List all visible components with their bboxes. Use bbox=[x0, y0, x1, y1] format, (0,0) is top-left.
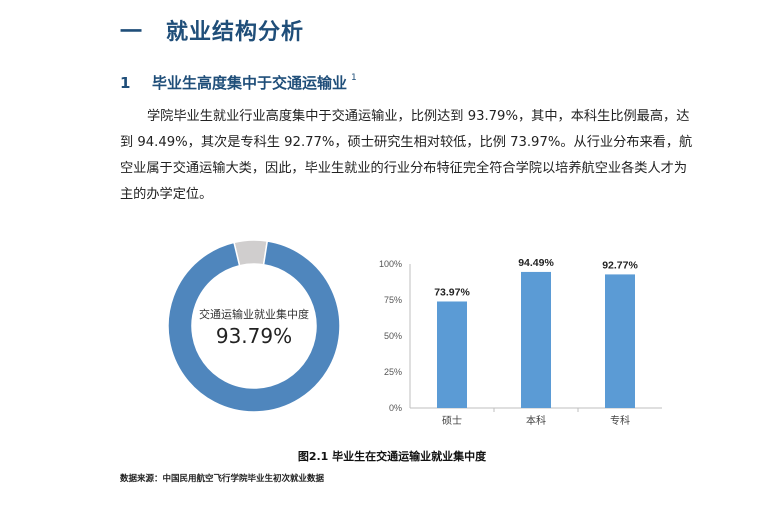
y-tick-label: 75% bbox=[384, 295, 402, 305]
section-title: 就业结构分析 bbox=[166, 20, 305, 45]
x-tick-label: 本科 bbox=[526, 414, 546, 427]
y-tick-label: 100% bbox=[379, 259, 402, 269]
donut-center-value: 93.79% bbox=[215, 324, 293, 348]
figure-caption: 图2.1 毕业生在交通运输业就业集中度 bbox=[297, 450, 487, 463]
donut-slice-0 bbox=[167, 240, 341, 413]
footnote-ref[interactable]: 1 bbox=[351, 73, 357, 83]
bar-data-label: 92.77% bbox=[602, 259, 638, 271]
y-tick-label: 0% bbox=[389, 403, 402, 413]
bar-chart: 0% 25% 50% 75% 100% 73.97% 硕士 94.49% 本科 92.77% 专科 bbox=[379, 257, 662, 427]
subsection-heading: 1 毕业生高度集中于交通运输业 1 bbox=[120, 72, 357, 93]
donut-center-label: 交通运输业就业集中度 bbox=[199, 308, 309, 321]
bar-专科 bbox=[605, 274, 635, 408]
donut-chart: 交通运输业就业集中度 93.79% bbox=[167, 239, 341, 413]
donut-svg bbox=[167, 239, 341, 413]
subsection-number: 1 bbox=[120, 74, 131, 92]
bar-本科 bbox=[521, 271, 551, 408]
y-tick-label: 50% bbox=[384, 331, 402, 341]
x-tick-label: 硕士 bbox=[442, 414, 462, 427]
bar-data-label: 73.97% bbox=[434, 286, 470, 298]
y-tick-label: 25% bbox=[384, 367, 402, 377]
subsection-title: 毕业生高度集中于交通运输业 bbox=[152, 74, 348, 92]
body-paragraph: 学院毕业生就业行业高度集中于交通运输业，比例达到 93.79%，其中，本科生比例… bbox=[120, 109, 693, 202]
section-number: 一 bbox=[120, 20, 144, 45]
bar-硕士 bbox=[437, 301, 467, 408]
section-heading: 一就业结构分析 bbox=[120, 14, 304, 46]
bar-data-label: 94.49% bbox=[518, 257, 554, 269]
x-tick-label: 专科 bbox=[610, 414, 630, 427]
source-note: 数据来源：中国民用航空飞行学院毕业生初次就业数据 bbox=[120, 474, 325, 484]
